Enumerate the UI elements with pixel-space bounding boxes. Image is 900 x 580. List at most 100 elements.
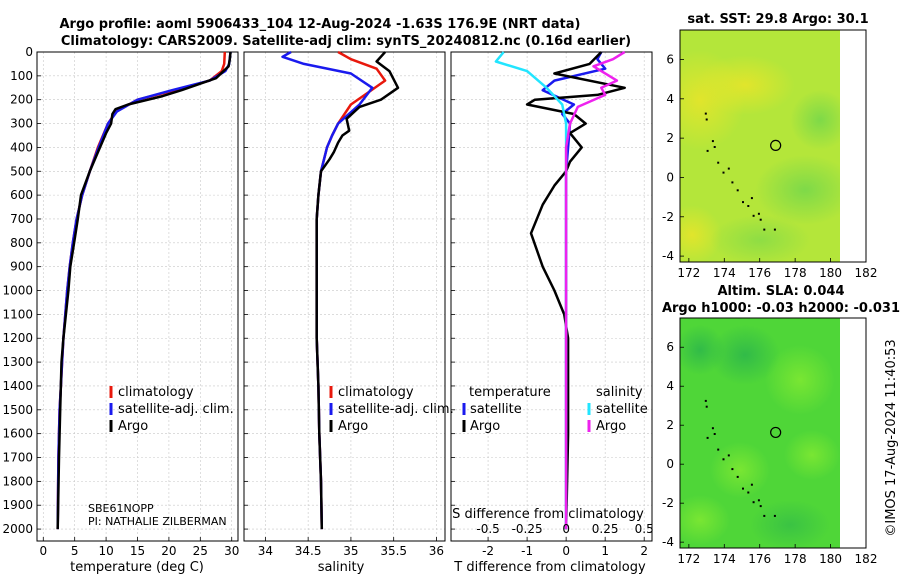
y-tick-label: 0 — [25, 45, 33, 59]
y-tick-label: 300 — [10, 117, 33, 131]
grid-layer — [37, 51, 652, 541]
sla-low-patch — [710, 325, 780, 385]
map-x-tick-label: 172 — [677, 266, 700, 280]
figure-title-line1: Argo profile: aoml 5906433_104 12-Aug-20… — [60, 17, 581, 32]
map-y-tick-label: 0 — [666, 457, 674, 471]
temperature-panel-frame — [36, 51, 239, 542]
map-y-tick-label: -2 — [662, 496, 674, 510]
x-tick-label: 34.5 — [295, 544, 322, 558]
map-x-tick-label: 174 — [713, 266, 736, 280]
sst-map-title: sat. SST: 29.8 Argo: 30.1 — [687, 12, 868, 27]
legend-satellite-label: satellite-adj. clim. — [118, 402, 234, 417]
figure-title-line2: Climatology: CARS2009. Satellite-adj cli… — [61, 34, 631, 49]
sla-high-patch — [710, 442, 770, 498]
island-dot — [727, 454, 730, 457]
island-dot — [706, 436, 709, 439]
difference-legend: temperature satellite Argo salinity sate… — [462, 385, 648, 434]
x-tick-label: 30 — [224, 544, 239, 558]
map-x-tick-label: 182 — [855, 266, 878, 280]
legend-s-satellite-label: satellite — [596, 402, 648, 417]
x-tick-label: 35 — [343, 544, 358, 558]
instrument-note: SBE61NOPP — [88, 502, 154, 515]
depth-axis: 0 100 200 300 400 500 600 700 800 900 1000 1100 1200… — [2, 45, 33, 536]
map-x-tick-label: 174 — [713, 552, 736, 566]
sla-low-patch — [750, 500, 830, 548]
y-tick-label: 700 — [10, 212, 33, 226]
island-dot — [711, 427, 714, 430]
island-dot — [742, 201, 744, 204]
map-y-tick-label: 2 — [666, 418, 674, 432]
island-dot — [750, 197, 753, 200]
x-tick-label: 25 — [193, 544, 208, 558]
map-y-tick-label: 0 — [666, 170, 674, 184]
y-tick-label: 1900 — [2, 498, 33, 512]
s-tick-label: 0 — [562, 522, 570, 536]
y-tick-label: 400 — [10, 140, 33, 154]
difference-panel-frame — [450, 51, 653, 542]
x-tick-label: 1 — [601, 544, 609, 558]
map-y-tick-label: 2 — [666, 131, 674, 145]
y-tick-label: 200 — [10, 93, 33, 107]
map-y-tick-label: 4 — [666, 379, 674, 393]
sst-argo-location-marker — [770, 139, 782, 152]
x-tick-label: 15 — [130, 544, 145, 558]
island-coastlines — [704, 112, 776, 517]
island-dot — [759, 505, 762, 508]
map-y-tick-label: 4 — [666, 92, 674, 106]
island-dot — [736, 189, 739, 192]
legend-argo-label: Argo — [338, 419, 368, 434]
y-tick-label: 1100 — [2, 307, 33, 321]
legend-t-satellite-label: satellite — [470, 402, 522, 417]
island-dot — [752, 501, 755, 504]
y-tick-label: 600 — [10, 188, 33, 202]
sst-warm-patch — [680, 205, 722, 262]
island-dot — [711, 140, 714, 143]
sla-map-axes: 172 174 176 178 180 182 6 4 2 0 -2 -4 — [662, 340, 877, 566]
x-tick-label: 36 — [429, 544, 444, 558]
island-dot — [706, 149, 709, 152]
temperature-legend: climatology satellite-adj. clim. Argo — [109, 385, 234, 434]
island-dot — [747, 205, 750, 207]
y-tick-label: 1000 — [2, 284, 33, 298]
temperature-xlabel: temperature (deg C) — [70, 560, 204, 575]
island-dot — [736, 475, 739, 478]
map-x-tick-label: 178 — [784, 552, 807, 566]
island-dot — [773, 228, 776, 231]
salinity-legend: climatology satellite-adj. clim. Argo — [329, 385, 454, 434]
island-dot — [731, 468, 734, 471]
y-tick-label: 1300 — [2, 355, 33, 369]
x-tick-label: 0 — [562, 544, 570, 558]
island-dot — [717, 161, 720, 164]
y-tick-label: 500 — [10, 164, 33, 178]
x-tick-label: 2 — [640, 544, 648, 558]
map-x-tick-label: 178 — [784, 266, 807, 280]
sst-map-field — [680, 30, 840, 262]
island-dot — [705, 405, 708, 408]
salinity-panel-frame — [243, 51, 446, 542]
x-tick-label: 10 — [98, 544, 113, 558]
map-x-tick-label: 176 — [748, 552, 771, 566]
y-tick-label: 2000 — [2, 522, 33, 536]
x-tick-label: 0 — [39, 544, 47, 558]
sla-high-patch — [784, 430, 840, 480]
legend-climatology-label: climatology — [338, 385, 414, 400]
island-dot — [750, 483, 753, 486]
y-tick-label: 1400 — [2, 379, 33, 393]
series-line-argo_salinity — [564, 50, 626, 530]
y-tick-label: 1600 — [2, 427, 33, 441]
s-tick-label: 0.25 — [592, 522, 619, 536]
series-line-argo — [56, 51, 232, 530]
sla-map-field — [680, 318, 840, 548]
map-x-tick-label: 172 — [677, 552, 700, 566]
legend-climatology-label: climatology — [118, 385, 194, 400]
series-line-satellite — [281, 50, 374, 530]
legend-s-argo-label: Argo — [596, 419, 626, 434]
x-tick-label: 35.5 — [380, 544, 407, 558]
map-y-tick-label: -4 — [662, 249, 674, 263]
island-dot — [773, 514, 776, 517]
map-y-tick-label: 6 — [666, 52, 674, 66]
series-line-argo — [315, 51, 400, 530]
island-dot — [763, 228, 766, 231]
x-tick-label: 34 — [258, 544, 273, 558]
